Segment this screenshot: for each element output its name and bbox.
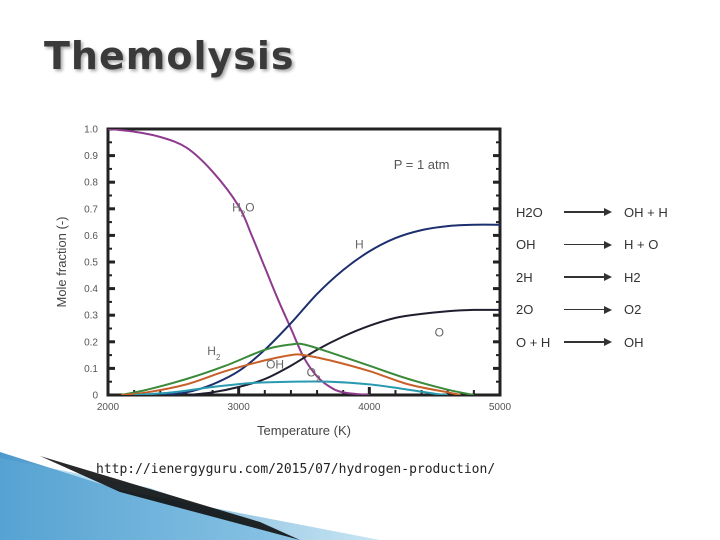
reaction-product: O2 [624, 302, 642, 318]
reaction-product: OH [624, 334, 644, 350]
reaction-row: O + H OH [516, 326, 696, 359]
reaction-product: OH + H [624, 204, 668, 220]
arrow-right-icon [564, 305, 612, 315]
series-label-o: O [435, 325, 444, 339]
mole-fraction-chart: 0 0.1 0.2 0.3 0.4 0.5 0.6 0.7 0.8 0.9 1.0 2000 3000 4… [54, 125, 512, 439]
arrow-right-icon [564, 240, 612, 250]
reaction-reactant: H2O [516, 204, 543, 220]
series-line-oh [121, 353, 461, 395]
x-tick-label: 4000 [358, 402, 381, 413]
reaction-product: H + O [624, 237, 659, 253]
reaction-reactant: OH [516, 237, 536, 253]
series-line-o2 [134, 380, 448, 395]
arrow-right-icon [564, 272, 612, 282]
series-line-o [186, 308, 500, 395]
series-label-o2: O2 [307, 365, 321, 383]
pressure-annotation: P = 1 atm [394, 157, 450, 172]
x-tick-label: 2000 [97, 402, 120, 413]
x-tick-label: 3000 [228, 402, 251, 413]
reaction-list: H2O OH + H OH H + O 2H H2 2O O2 O + H OH [516, 196, 696, 359]
series-line-h [160, 223, 500, 395]
reaction-reactant: 2H [516, 269, 533, 285]
series-label-h: H [355, 238, 364, 252]
y-tick-label: 0 [92, 391, 98, 402]
decorative-swoosh [0, 452, 380, 540]
series-label-h2: H2 [207, 344, 221, 362]
reaction-row: 2O O2 [516, 294, 696, 327]
y-tick-label: 0.3 [84, 311, 98, 322]
series-line-h2 [120, 342, 475, 395]
reaction-product: H2 [624, 269, 641, 285]
y-tick-label: 0.2 [84, 337, 98, 348]
x-axis-title: Temperature (K) [257, 423, 351, 438]
series-label-h2o: H2O [232, 200, 254, 218]
y-tick-label: 0.1 [84, 364, 98, 375]
y-tick-label: 0.6 [84, 231, 98, 242]
series-line-h2o [108, 129, 370, 395]
y-tick-label: 0.7 [84, 204, 98, 215]
arrow-right-icon [564, 337, 612, 347]
reaction-row: OH H + O [516, 229, 696, 262]
x-tick-label: 5000 [489, 402, 512, 413]
arrow-right-icon [564, 207, 612, 217]
reaction-row: H2O OH + H [516, 196, 696, 229]
y-tick-label: 0.5 [84, 258, 98, 269]
y-tick-label: 0.8 [84, 178, 98, 189]
reaction-reactant: 2O [516, 302, 534, 318]
source-url[interactable]: http://ienergyguru.com/2015/07/hydrogen-… [96, 462, 496, 477]
y-tick-label: 0.4 [84, 284, 98, 295]
reaction-reactant: O + H [516, 334, 551, 350]
y-tick-label: 1.0 [84, 125, 98, 136]
reaction-row: 2H H2 [516, 261, 696, 294]
slide-title: Themolysis [44, 34, 295, 78]
y-tick-label: 0.9 [84, 151, 98, 162]
series-label-oh: OH [266, 357, 284, 371]
y-axis-title: Mole fraction (-) [54, 216, 69, 307]
